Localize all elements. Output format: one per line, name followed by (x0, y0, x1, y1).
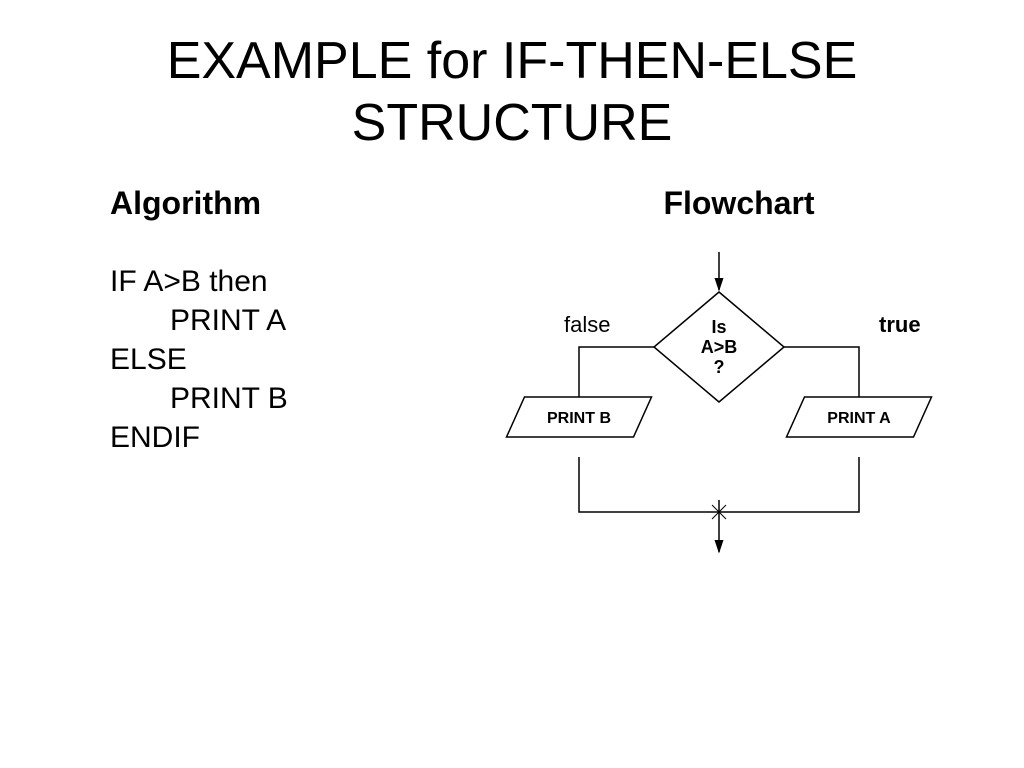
node-label-decision: ? (714, 357, 725, 377)
node-label-printb: PRINT B (547, 410, 611, 427)
title-line-2: STRUCTURE (352, 94, 673, 152)
node-label-printa: PRINT A (827, 410, 891, 427)
node-label-decision: Is (711, 317, 726, 337)
algorithm-column: Algorithm IF A>B thenPRINT AELSEPRINT BE… (110, 185, 474, 572)
algorithm-heading: Algorithm (110, 185, 474, 222)
flowchart-column: Flowchart false true IsA>B? PRINT B PRINT A (474, 185, 964, 572)
algorithm-line: IF A>B then (110, 262, 474, 301)
content-area: Algorithm IF A>B thenPRINT AELSEPRINT BE… (0, 155, 1024, 572)
title-line-1: EXAMPLE for IF-THEN-ELSE (167, 32, 858, 90)
node-label-decision: A>B (701, 337, 738, 357)
page-title: EXAMPLE for IF-THEN-ELSE STRUCTURE (0, 0, 1024, 155)
algorithm-line: ENDIF (110, 418, 474, 457)
flowchart-svg: false true IsA>B? PRINT B PRINT A (474, 222, 964, 572)
algorithm-line: PRINT B (110, 379, 474, 418)
edge-label-dec-left: false (564, 312, 610, 337)
algorithm-line: ELSE (110, 340, 474, 379)
edge-label-dec-right: true (879, 312, 921, 337)
edge-pa-down (719, 457, 859, 512)
algorithm-body: IF A>B thenPRINT AELSEPRINT BENDIF (110, 262, 474, 457)
flowchart-heading: Flowchart (514, 185, 964, 222)
algorithm-line: PRINT A (110, 301, 474, 340)
edge-pb-down (579, 457, 719, 512)
